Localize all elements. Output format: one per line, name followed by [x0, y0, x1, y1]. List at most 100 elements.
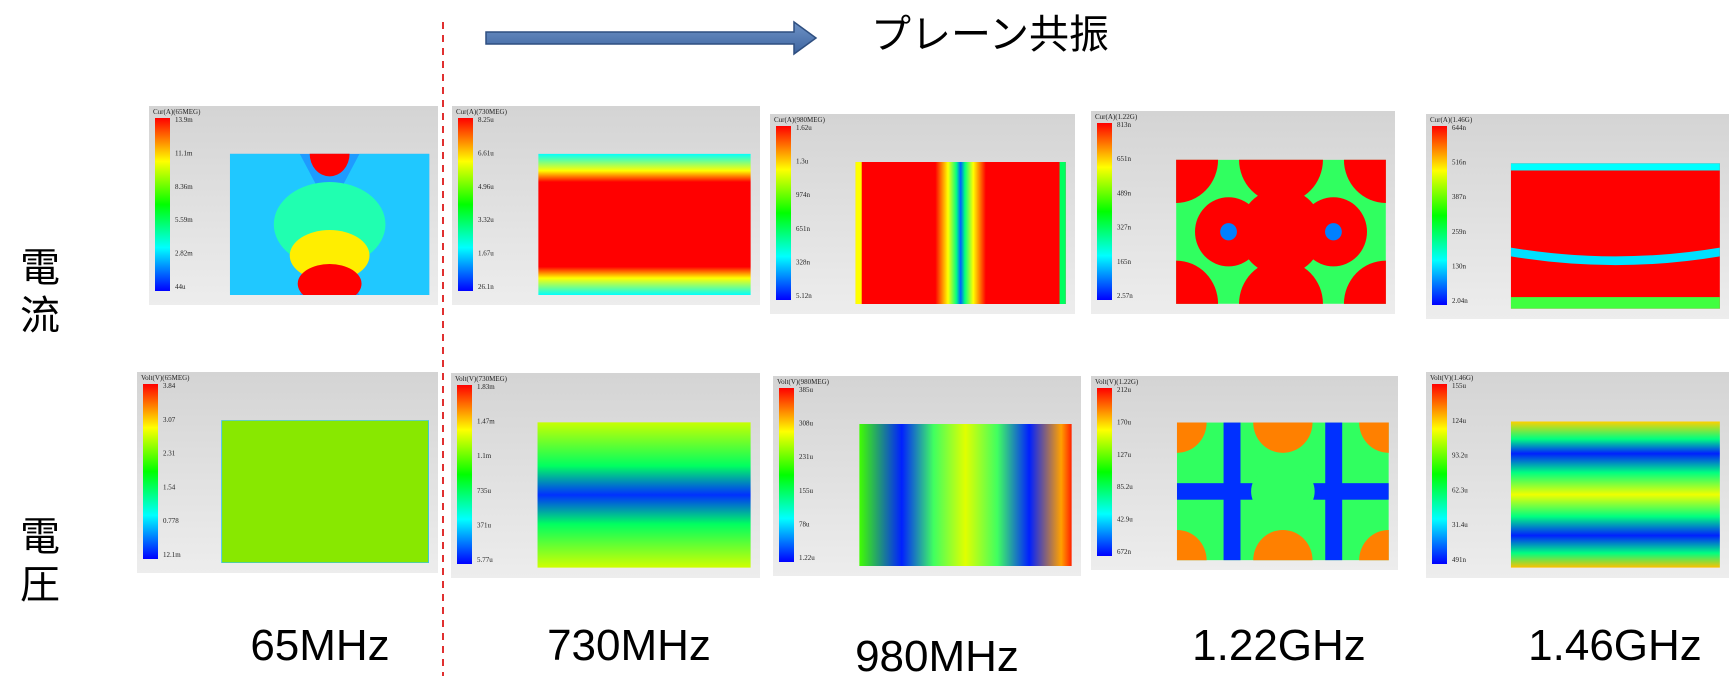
colorbar [155, 118, 170, 291]
colorbar-label: 170u [1117, 418, 1132, 426]
colorbar-label: 6.61u [478, 149, 494, 157]
field-panel: Volt(V)(65MEG)3.84 3.07 2.31 1.54 0.778 12.1m [137, 372, 438, 573]
frequency-label: 980MHz [855, 632, 1019, 676]
colorbar-label: 328n [796, 258, 811, 266]
panel-header: Cur(A)(980MEG) [774, 116, 826, 124]
colorbar [779, 388, 794, 562]
colorbar-label: 672n [1117, 548, 1132, 556]
colorbar-label: 1.54 [163, 483, 176, 491]
field-map [230, 131, 429, 303]
colorbar-label: 5.77u [477, 556, 493, 564]
colorbar-label: 516n [1452, 159, 1467, 167]
field-map [1511, 421, 1720, 567]
colorbar [1097, 388, 1112, 556]
colorbar-label: 212u [1117, 386, 1132, 394]
row-label: 電流 [13, 246, 59, 342]
colorbar-label: 11.1m [175, 149, 193, 157]
panels: Cur(A)(65MEG)13.9m 11.1m 8.36m 5.59m 2.82m 44… [137, 106, 1729, 676]
colorbar-label: 3.07 [163, 416, 176, 424]
colorbar [458, 118, 473, 291]
colorbar-label: 26.1n [478, 283, 494, 291]
panel-header: Cur(A)(730MEG) [456, 108, 508, 116]
field-panel: Volt(V)(980MEG)385u 308u 231u 155u 78u 1.22u [773, 376, 1081, 576]
panel-header: Cur(A)(65MEG) [153, 108, 201, 116]
row-label: 電圧 [13, 515, 59, 611]
colorbar-label: 644n [1452, 124, 1467, 132]
colorbar-label: 974n [796, 191, 811, 199]
colorbar [143, 384, 158, 559]
colorbar-label: 13.9m [175, 116, 193, 124]
colorbar-label: 651n [796, 225, 811, 233]
colorbar-label: 489n [1117, 189, 1132, 197]
field-map [859, 424, 1072, 566]
colorbar-label: 62.3u [1452, 486, 1468, 494]
slide: プレーン共振 電流 電圧 Cur(A)(65MEG)13.9m11.1m8.36… [0, 0, 1729, 676]
colorbar-label: 31.4u [1452, 521, 1468, 529]
colorbar-label: 1.67u [478, 250, 494, 258]
colorbar-label: 4.96u [478, 183, 494, 191]
colorbar-label: 327n [1117, 224, 1132, 232]
colorbar-label: 8.25u [478, 116, 494, 124]
colorbar-label: 1.47m [477, 418, 495, 426]
colorbar-label: 8.36m [175, 183, 193, 191]
panel-header: Volt(V)(1.22G) [1095, 378, 1139, 386]
panel-header: Volt(V)(65MEG) [141, 374, 190, 382]
colorbar-label: 93.2u [1452, 452, 1468, 460]
colorbar-label: 387n [1452, 193, 1467, 201]
colorbar [1097, 123, 1112, 300]
colorbar-label: 2.04n [1452, 297, 1468, 305]
colorbar-label: 1.3u [796, 158, 809, 166]
panel-header: Volt(V)(1.46G) [1430, 374, 1474, 382]
colorbar-label: 371u [477, 521, 492, 529]
colorbar-label: 165n [1117, 258, 1132, 266]
panel-header: Cur(A)(1.46G) [1430, 116, 1473, 124]
panel-header: Cur(A)(1.22G) [1095, 113, 1138, 121]
colorbar-label: 813n [1117, 121, 1132, 129]
field-map [1511, 163, 1720, 309]
colorbar-label: 155u [1452, 382, 1467, 390]
field-panel: Cur(A)(65MEG)13.9m 11.1m 8.36m 5.59m 2.82m 44… [149, 106, 438, 305]
colorbar-label: 85.2u [1117, 483, 1133, 491]
colorbar [457, 385, 472, 564]
panel-header: Volt(V)(730MEG) [455, 375, 508, 383]
colorbar-label: 44u [175, 283, 186, 291]
colorbar-label: 308u [799, 420, 814, 428]
field-panel: Volt(V)(1.22G)212u 170u 127u 85.2u 42.9u 672n [1091, 376, 1418, 591]
colorbar-label: 2.82m [175, 250, 193, 258]
colorbar-label: 3.84 [163, 382, 176, 390]
colorbar-label: 0.778 [163, 517, 179, 525]
colorbar-label: 1.62u [796, 124, 812, 132]
frequency-label: 65MHz [250, 621, 389, 670]
colorbar-label: 78u [799, 520, 810, 528]
frequency-label: 1.46GHz [1528, 621, 1702, 670]
field-map [538, 422, 751, 568]
arrow [486, 22, 816, 54]
field-panel: Cur(A)(980MEG)1.62u 1.3u 974n 651n 328n 5.12n [770, 114, 1075, 314]
colorbar [1432, 384, 1447, 564]
frequency-label: 1.22GHz [1192, 621, 1366, 670]
panel-header: Volt(V)(980MEG) [777, 378, 830, 386]
colorbar-label: 1.22u [799, 554, 815, 562]
frequency-label: 730MHz [547, 621, 711, 670]
field-map [538, 154, 751, 295]
field-panel: Volt(V)(1.46G)155u 124u 93.2u 62.3u 31.4u 491… [1426, 372, 1729, 578]
colorbar-label: 231u [799, 453, 814, 461]
colorbar [1432, 126, 1447, 305]
colorbar-label: 42.9u [1117, 516, 1133, 524]
colorbar-label: 3.32u [478, 216, 494, 224]
colorbar-label: 5.12n [796, 292, 812, 300]
colorbar-label: 155u [799, 487, 814, 495]
colorbar-label: 2.31 [163, 450, 176, 458]
colorbar-label: 12.1m [163, 551, 181, 559]
colorbar-label: 1.83m [477, 383, 495, 391]
colorbar-label: 385u [799, 386, 814, 394]
field-panel: Volt(V)(730MEG)1.83m1.47m1.1m735u371u5.7… [451, 373, 760, 578]
colorbar-label: 124u [1452, 417, 1467, 425]
colorbar-label: 491n [1452, 556, 1467, 564]
colorbar-label: 127u [1117, 451, 1132, 459]
colorbar-label: 5.59m [175, 216, 193, 224]
colorbar-label: 259n [1452, 228, 1467, 236]
colorbar-label: 735u [477, 487, 492, 495]
